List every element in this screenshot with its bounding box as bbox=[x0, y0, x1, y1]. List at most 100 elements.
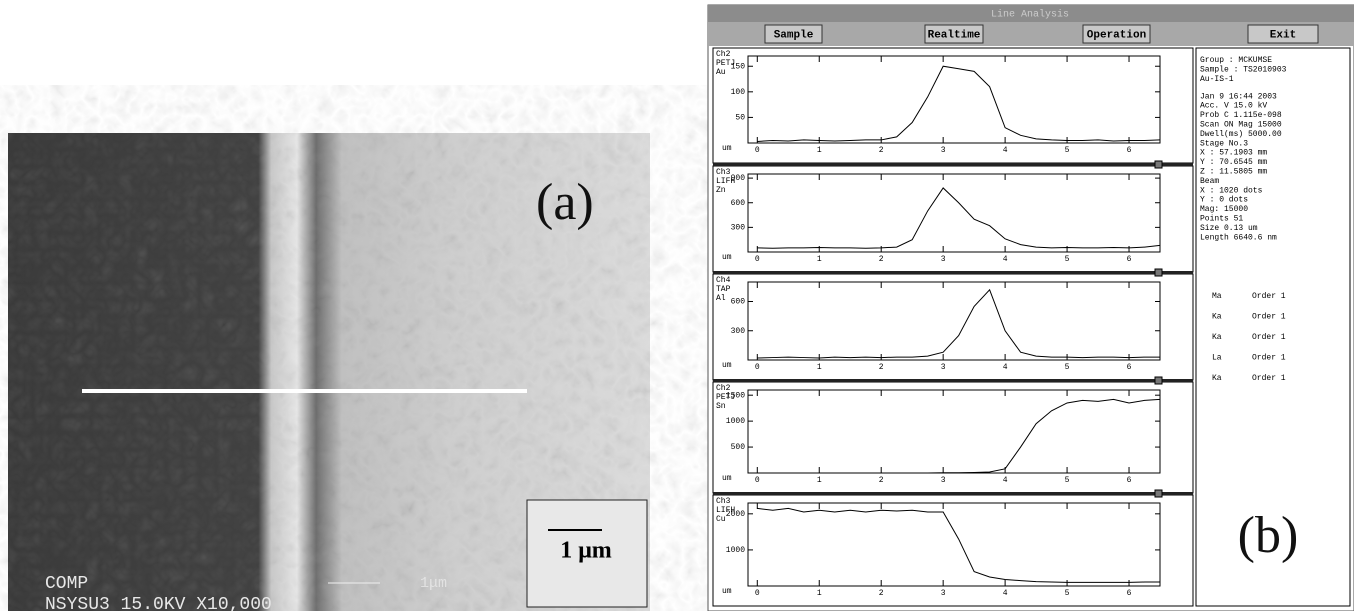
channel-label: LIFH bbox=[716, 506, 735, 515]
chart-panel bbox=[712, 47, 1194, 164]
button-label[interactable]: Sample bbox=[774, 29, 814, 41]
panel-divider bbox=[713, 271, 1193, 274]
channel-label: Sn bbox=[716, 402, 726, 411]
x-tick-label: 5 bbox=[1065, 363, 1070, 372]
x-tick-label: 2 bbox=[879, 146, 884, 155]
channel-label: Ch2 bbox=[716, 50, 731, 59]
order-line: Order 1 bbox=[1252, 374, 1286, 383]
order-line: Ma bbox=[1212, 292, 1222, 301]
y-tick-label: 50 bbox=[735, 114, 745, 123]
channel-label: Ch3 bbox=[716, 497, 731, 506]
channel-label: Cu bbox=[716, 515, 726, 524]
plot-area bbox=[747, 173, 1161, 253]
chart-panel bbox=[712, 381, 1194, 494]
x-tick-label: 2 bbox=[879, 476, 884, 485]
window-title: Line Analysis bbox=[991, 9, 1069, 21]
info-line: Z : 11.5805 mm bbox=[1200, 168, 1267, 177]
info-line: Y : 0 dots bbox=[1200, 196, 1248, 205]
x-tick-label: 3 bbox=[941, 589, 946, 598]
button-label[interactable]: Operation bbox=[1087, 29, 1146, 41]
x-tick-label: 6 bbox=[1127, 589, 1132, 598]
channel-label: PETJ bbox=[716, 59, 735, 68]
x-tick-label: 1 bbox=[817, 146, 822, 155]
info-line: Stage No.3 bbox=[1200, 139, 1248, 148]
slider[interactable] bbox=[1154, 489, 1163, 498]
button[interactable] bbox=[924, 24, 984, 44]
y-tick-label: 100 bbox=[731, 88, 746, 97]
info-line: Scan ON Mag 15000 bbox=[1200, 121, 1282, 130]
panel-divider bbox=[713, 379, 1193, 382]
info-line: Acc. V 15.0 kV bbox=[1200, 102, 1267, 111]
x-tick-label: 0 bbox=[755, 589, 760, 598]
x-tick-label: 1 bbox=[817, 363, 822, 372]
x-tick-label: 5 bbox=[1065, 146, 1070, 155]
x-tick-label: 0 bbox=[755, 255, 760, 264]
panel-label: (b) bbox=[1238, 507, 1299, 564]
panel-divider bbox=[713, 492, 1193, 495]
data-line bbox=[757, 187, 1161, 249]
info-line: Beam bbox=[1200, 177, 1219, 186]
button[interactable] bbox=[1247, 24, 1319, 44]
overlay-text: COMP bbox=[45, 574, 88, 594]
y-tick-label: 2000 bbox=[726, 510, 745, 519]
info-line: Length 6640.6 nm bbox=[1200, 233, 1277, 242]
x-tick-label: 2 bbox=[879, 363, 884, 372]
x-tick-label: 3 bbox=[941, 255, 946, 264]
x-axis-label: um bbox=[722, 253, 732, 262]
x-axis-label: um bbox=[722, 361, 732, 370]
x-tick-label: 4 bbox=[1003, 146, 1008, 155]
plot-area bbox=[747, 502, 1161, 587]
x-tick-label: 1 bbox=[817, 589, 822, 598]
order-line: Order 1 bbox=[1252, 354, 1286, 363]
y-tick-label: 300 bbox=[731, 327, 746, 336]
info-line: X : 57.1903 mm bbox=[1200, 149, 1267, 158]
button[interactable] bbox=[1082, 24, 1151, 44]
info-line: Sample : TS2010903 bbox=[1200, 66, 1287, 75]
y-tick-label: 500 bbox=[731, 443, 746, 452]
x-tick-label: 6 bbox=[1127, 255, 1132, 264]
data-line bbox=[757, 65, 1161, 142]
plot-area bbox=[747, 55, 1161, 144]
button-label[interactable]: Exit bbox=[1270, 29, 1296, 41]
data-line bbox=[757, 398, 1161, 474]
channel-label: Ch3 bbox=[716, 168, 731, 177]
y-tick-label: 150 bbox=[731, 62, 746, 71]
chart-panel bbox=[712, 165, 1194, 273]
button-label[interactable]: Realtime bbox=[928, 29, 981, 41]
x-tick-label: 2 bbox=[879, 255, 884, 264]
info-line: Group : MCKUMSE bbox=[1200, 56, 1272, 65]
y-tick-label: 300 bbox=[731, 223, 746, 232]
x-tick-label: 1 bbox=[817, 255, 822, 264]
x-tick-label: 3 bbox=[941, 476, 946, 485]
scale-bar-label: 1 μm bbox=[560, 538, 612, 564]
x-tick-label: 0 bbox=[755, 146, 760, 155]
y-tick-label: 1500 bbox=[726, 391, 745, 400]
channel-label: Al bbox=[716, 294, 726, 303]
x-tick-label: 0 bbox=[755, 363, 760, 372]
channel-label: TAP bbox=[716, 285, 731, 294]
slider[interactable] bbox=[1154, 160, 1163, 169]
x-tick-label: 0 bbox=[755, 476, 760, 485]
chart-panel bbox=[712, 494, 1194, 607]
x-tick-label: 5 bbox=[1065, 476, 1070, 485]
channel-label: PETJ bbox=[716, 393, 735, 402]
panel-label: (a) bbox=[536, 174, 594, 231]
overlay-scale: 1μm bbox=[420, 575, 447, 592]
x-tick-label: 1 bbox=[817, 476, 822, 485]
button[interactable] bbox=[764, 24, 823, 44]
info-line: Mag: 15000 bbox=[1200, 205, 1248, 214]
info-line: Points 51 bbox=[1200, 215, 1243, 224]
channel-label: Au bbox=[716, 68, 726, 77]
x-tick-label: 4 bbox=[1003, 255, 1008, 264]
overlay-text: NSYSU3 15.0KV X10,000 bbox=[45, 595, 272, 611]
info-line: Au-IS-1 bbox=[1200, 75, 1234, 84]
y-tick-label: 1000 bbox=[726, 417, 745, 426]
info-line: Size 0.13 um bbox=[1200, 224, 1258, 233]
channel-label: Ch4 bbox=[716, 276, 731, 285]
slider[interactable] bbox=[1154, 376, 1163, 385]
info-line: Prob C 1.115e-098 bbox=[1200, 111, 1282, 120]
info-line: X : 1020 dots bbox=[1200, 186, 1263, 195]
slider[interactable] bbox=[1154, 268, 1163, 277]
